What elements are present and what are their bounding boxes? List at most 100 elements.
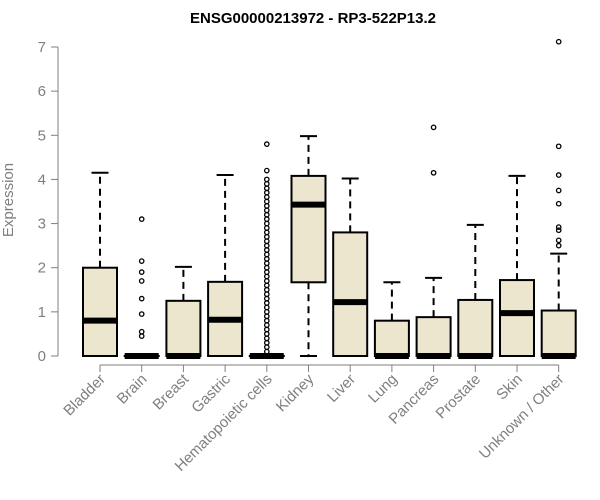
outlier-point [263,216,270,223]
outlier-point [263,304,270,311]
iqr-box [540,309,577,358]
outlier-point [263,242,270,249]
outlier-point [263,313,270,320]
iqr-box [290,174,327,284]
y-tick-label: 7 [38,39,46,56]
outlier-point [555,187,562,194]
outlier-point [555,38,562,45]
outlier-point [263,238,270,245]
outlier-point [263,203,270,209]
iqr-box [332,231,369,357]
outlier-point [555,200,562,207]
y-tick-label: 6 [38,83,46,100]
iqr-box [415,316,452,358]
outlier-point [263,176,270,183]
outlier-point [555,242,562,249]
outlier-point [555,237,562,244]
box-gastric [207,174,244,357]
y-axis: 0 1 2 3 4 5 6 7 [38,39,59,365]
outlier-point [263,260,270,267]
outlier-point [263,180,270,187]
outlier-point [263,278,270,284]
box-bladder [82,171,118,358]
iqr-box [165,299,202,358]
y-tick-label: 2 [38,260,46,277]
iqr-box [373,319,410,357]
outlier-point [138,295,145,302]
outlier-point [263,229,270,236]
outlier-point [263,211,270,218]
outlier-point [555,143,562,150]
x-tick-label: Brain [114,371,151,408]
box-hematopoietic-cells [248,141,285,359]
y-axis-label: Expression [0,163,17,237]
outlier-point [263,220,270,227]
box-pancreas [415,124,452,359]
x-tick-label: Lung [365,371,401,407]
outlier-point [263,286,270,293]
chart-title: ENSG00000213972 - RP3-522P13.2 [190,10,436,27]
x-tick-label: Bladder [60,371,109,420]
outlier-point [138,269,145,275]
outlier-point [263,344,270,351]
y-tick-label: 4 [38,171,46,188]
outlier-point [263,207,270,214]
outlier-point [263,322,270,328]
outlier-point [263,295,270,302]
outlier-point [138,333,145,339]
x-tick-label: Breast [150,370,193,413]
outlier-point [138,278,145,284]
outlier-point [138,258,145,264]
box-series [82,38,577,359]
outlier-point [138,311,145,317]
x-tick-label: Skin [493,371,526,404]
outlier-point [263,326,270,333]
outlier-point [263,194,270,200]
y-tick-label: 0 [38,348,46,365]
box-unknown-other [540,38,577,359]
box-skin [499,174,535,357]
outlier-point [263,282,270,289]
box-lung [373,281,410,359]
outlier-point [263,185,270,192]
x-tick-label: Kidney [273,370,318,415]
outlier-point [263,247,270,253]
outlier-point [430,124,437,131]
outlier-point [263,256,270,262]
x-tick-label: Liver [324,371,359,406]
outlier-point [263,335,270,342]
outlier-point [138,328,145,335]
outlier-point [263,198,270,205]
outlier-point [263,309,270,315]
iqr-box [457,298,494,357]
outlier-point [263,141,270,147]
outlier-point [263,273,270,280]
iqr-box [82,266,118,358]
outlier-point [138,216,145,223]
outlier-point [555,227,562,234]
outlier-point [263,291,270,298]
outlier-point [263,251,270,258]
outlier-point [555,172,562,178]
box-prostate [457,223,494,359]
outlier-point [263,339,270,346]
box-kidney [290,135,327,357]
y-tick-label: 1 [38,304,46,321]
outlier-point [263,317,270,324]
outlier-point [263,225,270,231]
outlier-point [263,189,270,196]
outlier-point [263,269,270,275]
box-liver [332,177,369,357]
outlier-point [263,233,270,240]
outlier-point [430,169,437,176]
iqr-box [499,279,535,357]
outlier-point [263,300,270,306]
box-breast [165,265,202,359]
outlier-point [263,264,270,271]
outlier-point [555,224,562,230]
box-brain [123,216,160,359]
y-tick-label: 3 [38,216,46,233]
y-tick-label: 5 [38,127,46,144]
